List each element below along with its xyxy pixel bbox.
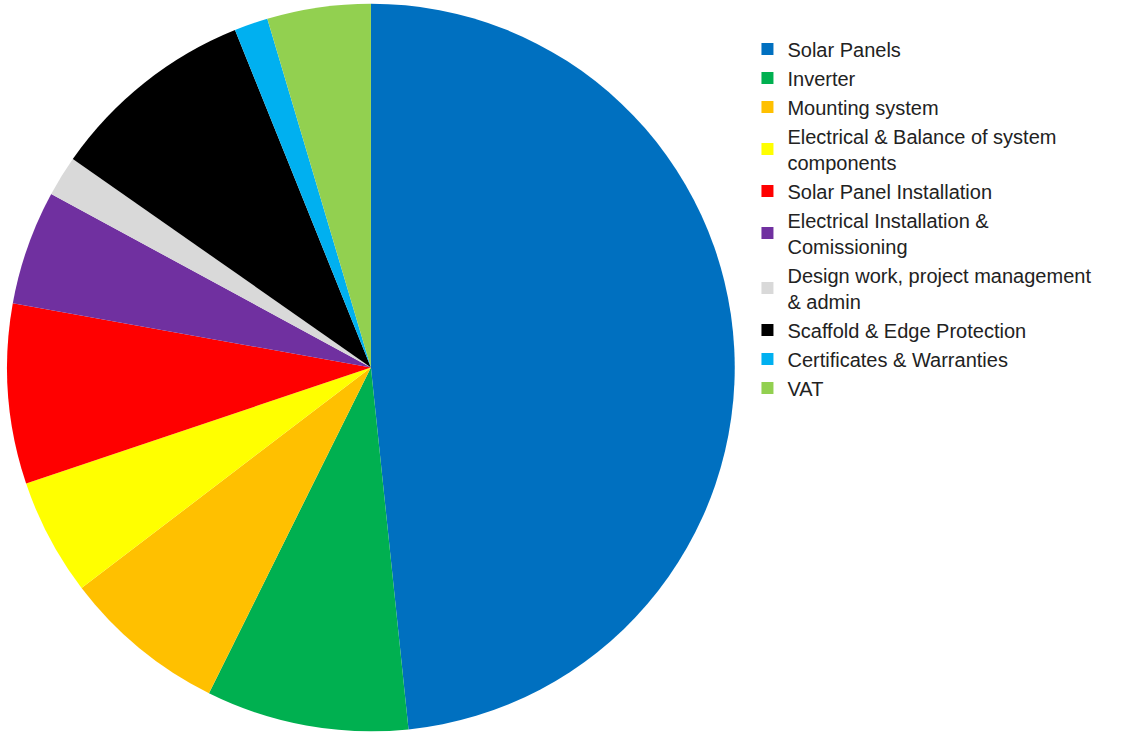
svg-text:Solar Panels: Solar Panels [787,39,900,61]
svg-text:Inverter: Inverter [787,68,855,90]
svg-text:Electrical & Balance of system: Electrical & Balance of systemcomponents [787,126,1056,174]
svg-text:Scaffold & Edge Protection: Scaffold & Edge Protection [787,320,1026,342]
svg-text:VAT: VAT [787,378,823,400]
svg-text:Solar Panel Installation: Solar Panel Installation [787,181,992,203]
svg-text:Mounting system: Mounting system [787,97,938,119]
svg-text:Certificates & Warranties: Certificates & Warranties [787,349,1007,371]
svg-text:Electrical Installation &Comis: Electrical Installation &Comissioning [787,210,989,258]
svg-text:Design work, project managemen: Design work, project management& admin [787,265,1091,313]
